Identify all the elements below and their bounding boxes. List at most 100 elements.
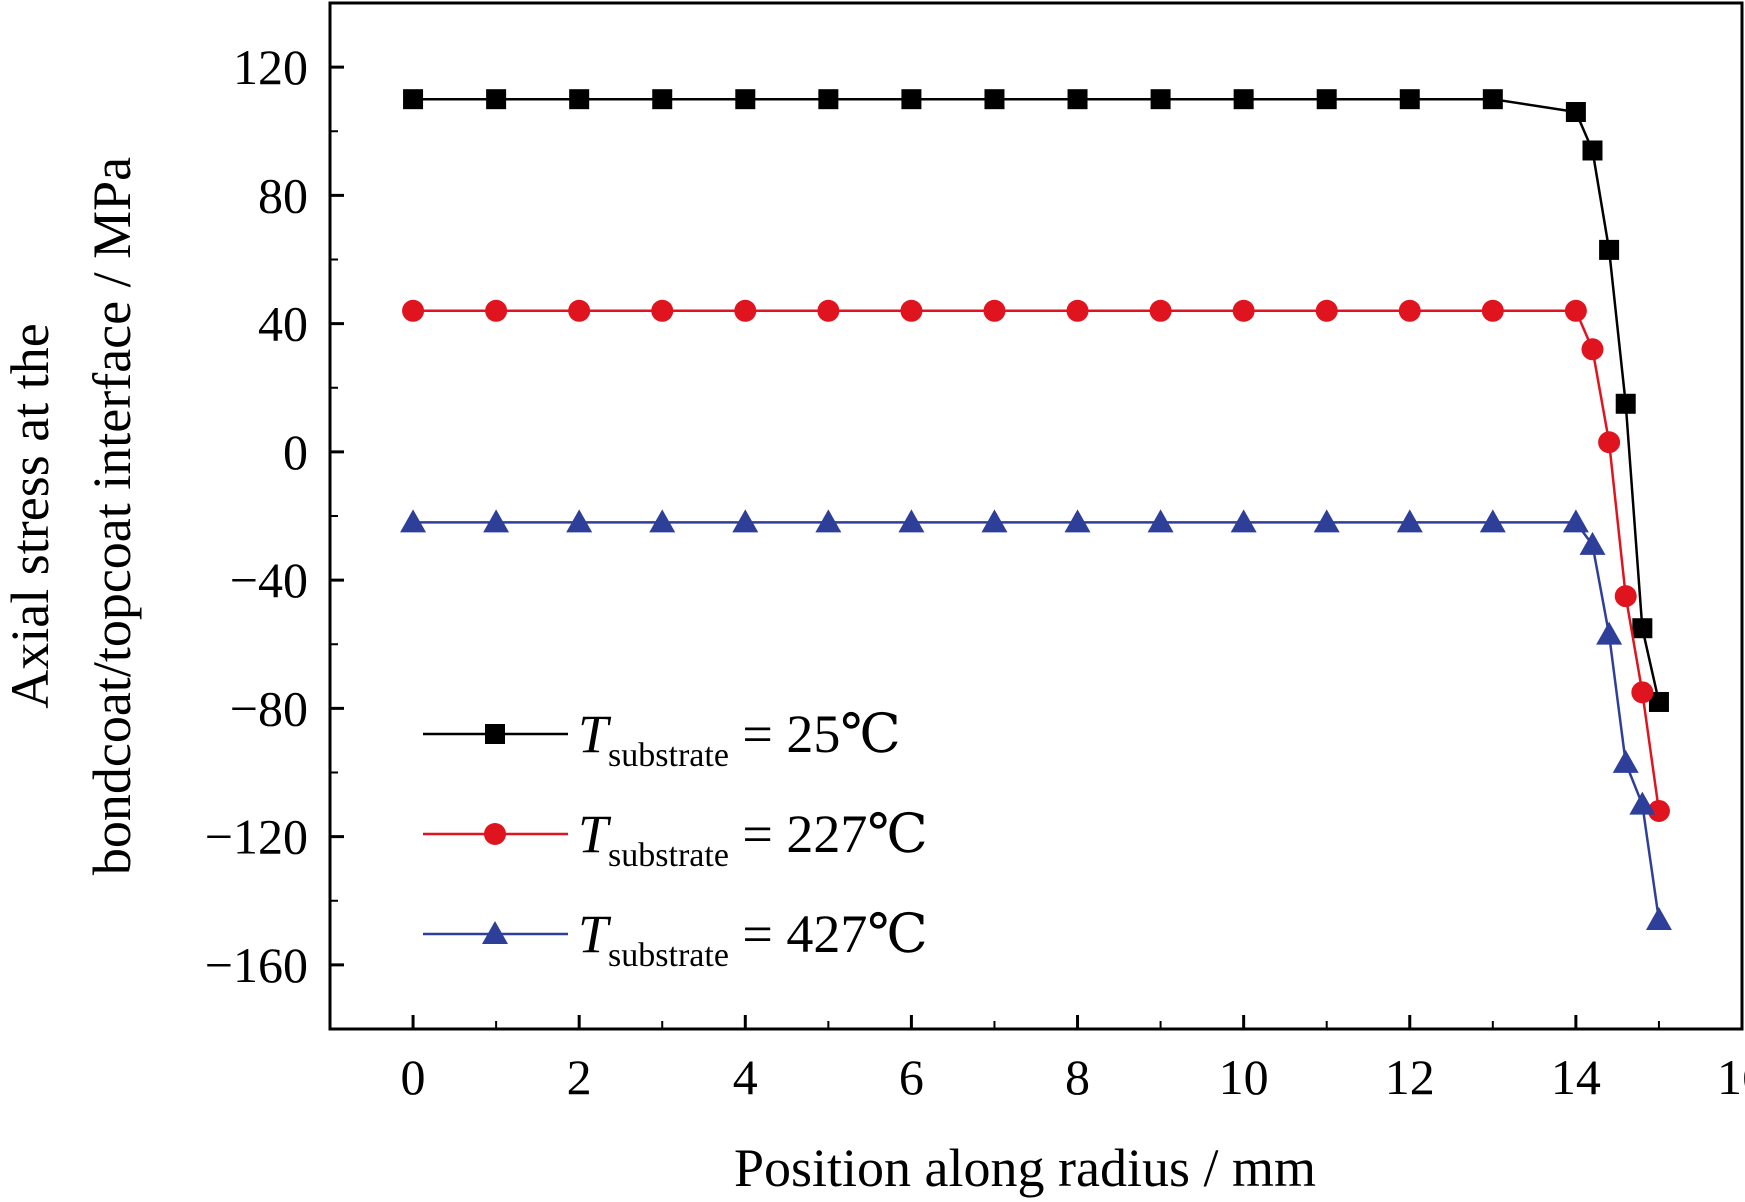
x-axis-label: Position along radius / mm: [734, 1138, 1316, 1198]
data-point-3-1: [483, 509, 510, 533]
y-tick-label-2: 40: [258, 296, 308, 352]
legend-subscript: substrate: [608, 837, 729, 874]
data-point-2-7: [983, 299, 1006, 322]
y-axis-label-line2: bondcoat/topcoat interface / MPa: [82, 157, 142, 875]
data-point-3-0: [400, 509, 427, 533]
legend-marker-2: [484, 823, 506, 845]
data-point-3-4: [732, 509, 759, 533]
data-point-2-13: [1481, 299, 1504, 322]
y-axis: 120 80 40 0 −40 −80 −120 −160: [205, 39, 344, 993]
data-point-1-15: [1582, 140, 1603, 161]
x-tick-label-1: 2: [567, 1049, 592, 1105]
data-point-1-19: [1648, 691, 1669, 712]
data-point-1-1: [486, 89, 507, 110]
plot-frame: [328, 1, 1744, 1031]
series-line-2: [413, 309, 1661, 812]
legend-symbol: T: [578, 804, 612, 864]
data-point-3-3: [649, 509, 676, 533]
data-point-2-12: [1398, 299, 1421, 322]
data-point-3-5: [815, 509, 842, 533]
x-axis: 0 2 4 6 8 10 12 14 16: [401, 1015, 1745, 1105]
x-tick-label-4: 8: [1065, 1049, 1090, 1105]
data-point-3-2: [566, 509, 593, 533]
data-point-2-15: [1581, 338, 1604, 361]
y-tick-label-0: 120: [233, 39, 308, 95]
data-point-2-1: [485, 299, 508, 322]
series-2: [402, 299, 1670, 822]
data-point-1-9: [1150, 89, 1171, 110]
data-point-3-8: [1064, 509, 1091, 533]
data-point-3-11: [1313, 509, 1340, 533]
data-point-3-10: [1230, 509, 1257, 533]
y-tick-label-6: −120: [205, 809, 308, 865]
legend-label-1: Tsubstrate = 25℃: [578, 704, 901, 774]
data-point-2-6: [900, 299, 923, 322]
data-point-3-7: [981, 509, 1008, 533]
data-point-2-8: [1066, 299, 1089, 322]
data-point-3-13: [1479, 509, 1506, 533]
data-point-3-18: [1629, 791, 1656, 815]
data-point-2-14: [1564, 299, 1587, 322]
data-point-1-12: [1399, 89, 1420, 110]
series-3: [400, 509, 1672, 930]
legend-value: = 25℃: [729, 704, 901, 764]
data-point-2-0: [402, 299, 425, 322]
data-point-2-5: [817, 299, 840, 322]
data-point-1-4: [735, 89, 756, 110]
data-point-1-18: [1632, 618, 1653, 639]
legend-subscript: substrate: [608, 737, 729, 774]
data-point-1-0: [403, 89, 424, 110]
series-line-1: [413, 97, 1661, 703]
data-point-2-2: [568, 299, 591, 322]
data-point-2-10: [1232, 299, 1255, 322]
legend-item-2: Tsubstrate = 227℃: [423, 804, 928, 874]
legend-label-3: Tsubstrate = 427℃: [578, 904, 928, 974]
data-point-2-3: [651, 299, 674, 322]
x-tick-label-7: 14: [1551, 1049, 1601, 1105]
data-point-2-9: [1149, 299, 1172, 322]
data-point-2-16: [1598, 431, 1621, 454]
series-layer: [400, 89, 1672, 930]
legend-symbol: T: [578, 704, 612, 764]
data-point-3-19: [1645, 906, 1672, 930]
data-point-1-11: [1316, 89, 1337, 110]
legend-value: = 427℃: [729, 904, 928, 964]
y-tick-label-4: −40: [230, 552, 308, 608]
data-point-3-12: [1396, 509, 1423, 533]
data-point-1-14: [1565, 102, 1586, 123]
y-tick-label-7: −160: [205, 937, 308, 993]
legend-marker-3: [482, 921, 508, 944]
legend-item-1: Tsubstrate = 25℃: [423, 704, 901, 774]
data-point-2-17: [1614, 585, 1637, 608]
legend-value: = 227℃: [729, 804, 928, 864]
y-tick-label-3: 0: [283, 424, 308, 480]
data-point-1-6: [901, 89, 922, 110]
data-point-2-4: [734, 299, 757, 322]
data-point-1-7: [984, 89, 1005, 110]
y-tick-label-5: −80: [230, 680, 308, 736]
data-point-1-10: [1233, 89, 1254, 110]
data-point-1-13: [1482, 89, 1503, 110]
legend-subscript: substrate: [608, 937, 729, 974]
data-point-3-6: [898, 509, 925, 533]
data-point-3-17: [1612, 749, 1639, 773]
legend-item-3: Tsubstrate = 427℃: [423, 904, 928, 974]
y-tick-label-1: 80: [258, 167, 308, 223]
x-tick-label-5: 10: [1219, 1049, 1269, 1105]
x-tick-label-2: 4: [733, 1049, 758, 1105]
data-point-1-3: [652, 89, 673, 110]
data-point-3-15: [1579, 531, 1606, 555]
data-point-2-11: [1315, 299, 1338, 322]
data-point-2-18: [1631, 681, 1654, 704]
data-point-3-9: [1147, 509, 1174, 533]
data-point-1-17: [1615, 393, 1636, 414]
data-point-3-14: [1562, 509, 1589, 533]
data-point-3-16: [1596, 621, 1623, 645]
x-tick-label-8: 16: [1717, 1049, 1745, 1105]
legend-symbol: T: [578, 904, 612, 964]
y-axis-label-line1: Axial stress at the: [0, 323, 60, 708]
series-line-3: [413, 521, 1661, 921]
data-point-1-2: [569, 89, 590, 110]
